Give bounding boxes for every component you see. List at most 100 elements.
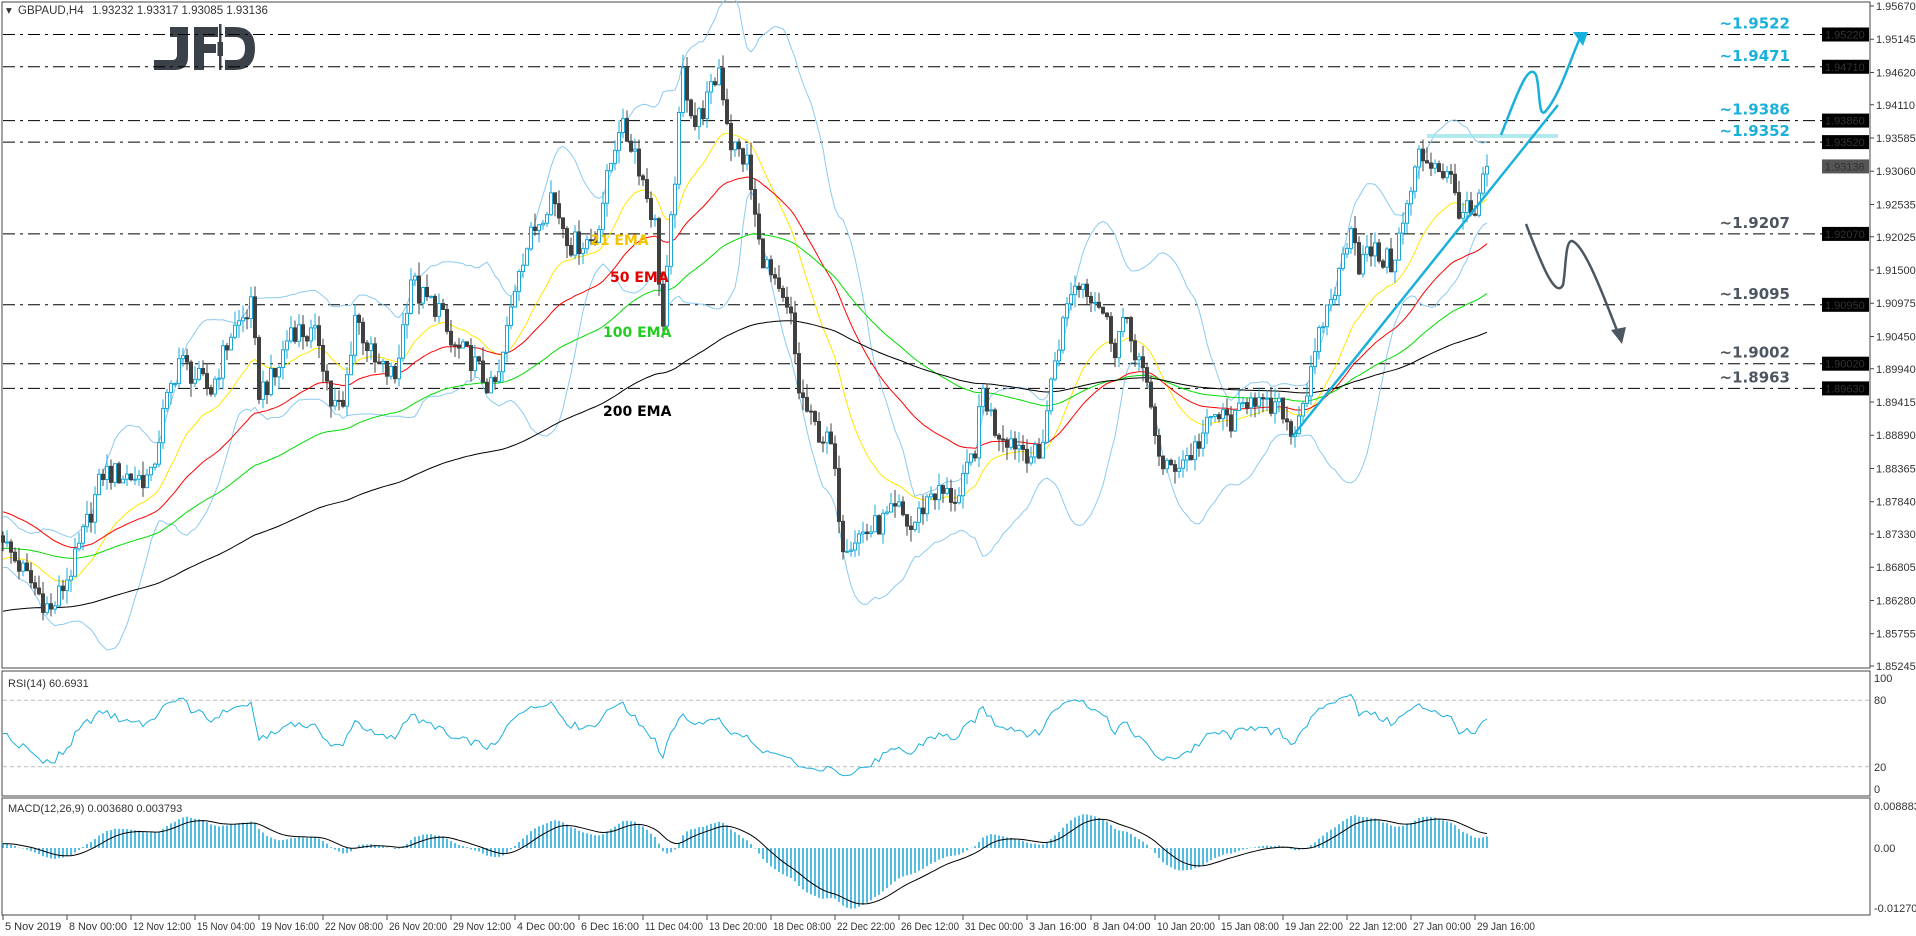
candle [461,338,465,349]
level-price-tag [1822,113,1869,128]
candle [581,242,585,264]
candle [1229,405,1233,438]
candle-body [745,154,749,165]
level-price-tag-text: 1.92070 [1825,229,1865,241]
candle [1145,362,1149,389]
candle-body [1325,304,1329,328]
ema-label: 21 EMA [590,233,649,249]
candle-body [121,478,125,484]
candle-body [1393,259,1397,273]
candle-body [265,381,269,396]
candle-body [165,391,169,409]
rsi-pane-frame [1,670,1871,797]
candle [1269,386,1273,417]
candle-body [181,355,185,360]
candle-body [477,356,481,362]
price-tick-label: 1.93060 [1876,166,1916,178]
candle-body [1081,283,1085,290]
candle-body [897,501,901,507]
candle [873,504,877,533]
main-pane-frame [1,1,1871,669]
time-axis[interactable]: 5 Nov 2019 8 Nov 00:00 12 Nov 12:00 15 Nov … [2,915,1535,933]
candle-body [1197,441,1201,449]
candle-body [73,548,77,577]
candle [145,469,149,489]
candle [837,455,841,534]
ema-100-line [2,233,1488,559]
candle [593,231,597,246]
header-dropdown-icon[interactable]: ▾ [6,5,12,17]
candle-body [461,341,465,349]
candle-body [421,286,425,304]
candle [525,247,529,266]
candle [493,375,497,390]
candle-body [1125,316,1129,319]
candle [1157,428,1161,467]
candle [1457,180,1461,220]
candle-body [5,541,9,544]
candle-body [417,275,421,304]
candle [257,335,261,405]
candle [629,134,633,153]
candle [945,477,949,496]
candle [533,213,537,236]
candle [1341,246,1345,272]
candle-body [1121,316,1125,333]
candle-body [101,473,105,480]
candle-body [1221,409,1225,420]
candle-body [1041,441,1045,459]
price-axis[interactable]: 1.95670 1.95145 1.94620 1.94110 1.93585 1.930… [1822,1,1916,673]
candle [1025,439,1029,473]
candle-body [1017,444,1021,450]
candle-body [805,396,809,412]
candle [1153,403,1157,445]
candle-body [1397,232,1401,261]
candle [1445,165,1449,183]
level-price-tag-text: 1.93520 [1825,137,1865,149]
candle [297,314,301,348]
candle-body [1109,316,1113,344]
candle [937,473,941,511]
price-tick-label: 1.89940 [1876,364,1916,376]
candle-body [113,463,117,483]
candle-body [389,366,393,377]
candle [133,466,137,486]
ema-label: 200 EMA [603,404,672,420]
candle [1305,382,1309,408]
candle [197,361,201,381]
candle [1113,338,1117,368]
candle [1149,375,1153,410]
candle-body [457,344,461,349]
candle-body [93,494,97,523]
candle [641,173,645,187]
candle-body [933,493,937,501]
candle [377,353,381,365]
price-tick-label: 1.87330 [1876,529,1916,541]
candle-body [369,343,373,351]
candle-body [845,550,849,553]
candle-body [1033,444,1037,458]
candle-body [937,485,941,501]
uptrend-line [1291,104,1559,438]
candle-body [33,582,37,589]
candle [169,380,173,405]
time-tick-label: 8 Jan 04:00 [1093,921,1151,933]
candle-body [809,410,813,413]
candle [1381,258,1385,270]
candle [537,223,541,243]
candle [541,219,545,230]
candle [33,575,37,596]
candle [113,463,117,488]
candle-body [1149,381,1153,408]
candle [17,547,21,580]
candle-body [585,239,589,250]
bollinger-bands [2,0,1488,651]
candle [1329,288,1333,312]
candle-body [881,512,885,535]
candle-body [353,314,357,356]
candle [285,330,289,359]
candle-body [77,542,81,550]
candle [833,435,837,477]
candle [561,217,565,239]
